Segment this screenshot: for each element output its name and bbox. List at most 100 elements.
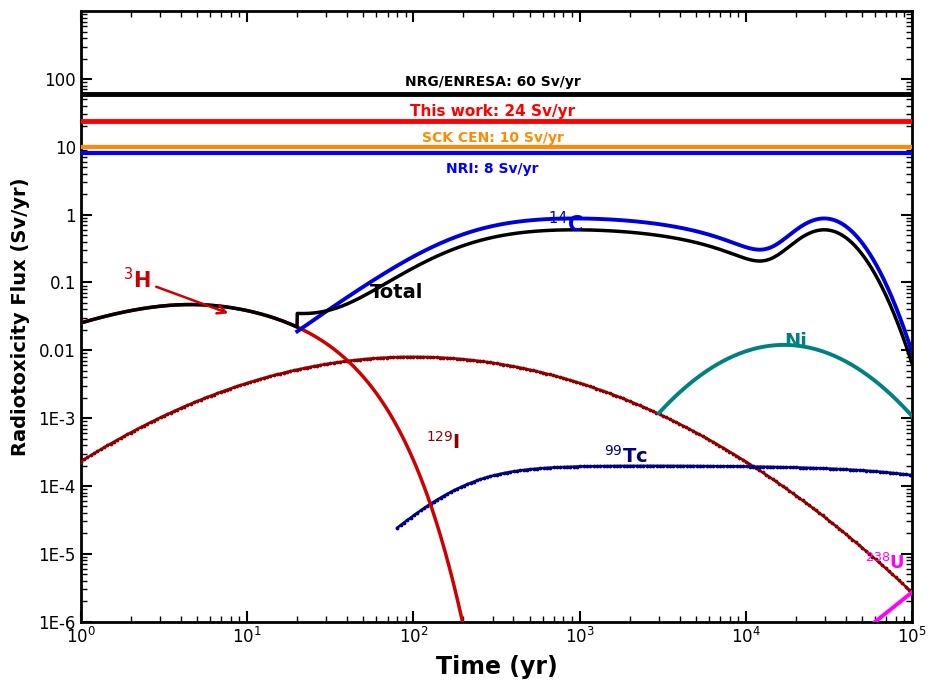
Point <box>901 584 916 595</box>
Point <box>503 360 518 371</box>
Text: $^{3}$H: $^{3}$H <box>123 267 226 313</box>
Point <box>490 469 505 480</box>
Point <box>543 462 558 473</box>
Point <box>129 424 144 435</box>
Point <box>217 385 232 396</box>
Point <box>366 353 381 364</box>
Point <box>466 476 481 487</box>
Point <box>819 463 834 474</box>
Point <box>828 520 843 531</box>
Point <box>742 461 757 472</box>
Point <box>506 361 521 372</box>
Point <box>516 464 531 475</box>
Point <box>423 498 438 509</box>
Text: SCK CEN: 10 Sv/yr: SCK CEN: 10 Sv/yr <box>422 131 564 146</box>
Point <box>310 360 325 371</box>
Point <box>196 393 211 404</box>
Point <box>739 461 754 472</box>
Point <box>370 353 385 364</box>
Point <box>552 462 567 473</box>
Point <box>573 461 588 472</box>
Point <box>163 407 178 418</box>
Point <box>256 373 271 384</box>
Point <box>643 460 658 471</box>
Point <box>469 355 484 366</box>
Point <box>776 462 791 473</box>
Point <box>536 367 551 378</box>
Point <box>702 435 717 446</box>
Point <box>795 495 810 506</box>
Point <box>559 462 574 473</box>
Point <box>779 462 794 473</box>
Point <box>806 462 821 473</box>
Point <box>80 452 95 463</box>
Point <box>763 462 778 473</box>
Point <box>749 461 764 472</box>
Point <box>453 482 468 493</box>
Point <box>839 529 854 540</box>
Point <box>785 488 800 499</box>
Point <box>825 463 840 474</box>
Point <box>210 388 225 399</box>
Point <box>389 352 404 363</box>
Point <box>539 462 554 473</box>
Text: $^{14}$C: $^{14}$C <box>549 211 583 236</box>
Point <box>532 366 547 377</box>
Point <box>673 460 688 471</box>
Point <box>400 515 415 526</box>
Point <box>269 369 284 380</box>
Point <box>882 566 897 577</box>
Point <box>107 436 122 447</box>
Point <box>793 462 808 473</box>
Point <box>629 460 644 471</box>
Point <box>206 389 221 400</box>
Point <box>899 581 914 592</box>
Point <box>765 462 780 473</box>
Point <box>113 433 129 444</box>
Point <box>396 351 411 362</box>
Point <box>303 362 318 373</box>
Point <box>452 353 467 364</box>
Point <box>496 468 511 479</box>
Point <box>809 462 824 473</box>
Point <box>299 362 314 373</box>
Point <box>430 352 445 363</box>
Point <box>409 351 424 362</box>
Point <box>892 468 907 479</box>
Point <box>555 373 570 384</box>
Point <box>792 493 807 504</box>
Point <box>606 460 621 471</box>
Point <box>100 440 115 451</box>
Point <box>609 391 624 402</box>
Point <box>599 460 614 471</box>
Point <box>333 356 348 367</box>
Point <box>427 496 442 507</box>
Point <box>379 352 394 363</box>
Point <box>845 534 860 545</box>
Point <box>882 467 897 478</box>
Point <box>239 377 254 388</box>
Point <box>509 362 524 373</box>
Point <box>762 471 777 482</box>
Point <box>223 383 238 394</box>
Point <box>516 363 531 374</box>
Point <box>492 358 507 369</box>
Point <box>413 505 428 516</box>
Point <box>613 460 628 471</box>
Point <box>725 448 740 459</box>
Point <box>449 353 464 364</box>
Point <box>133 422 148 433</box>
Point <box>383 352 398 363</box>
Point <box>422 352 437 363</box>
Point <box>775 480 790 491</box>
Point <box>253 373 268 384</box>
Point <box>866 466 881 477</box>
Point <box>97 442 112 453</box>
Point <box>765 473 780 484</box>
Point <box>290 364 305 375</box>
Point <box>598 386 613 397</box>
Point <box>781 485 796 496</box>
Point <box>635 402 650 413</box>
Point <box>372 353 387 364</box>
Point <box>509 465 524 476</box>
